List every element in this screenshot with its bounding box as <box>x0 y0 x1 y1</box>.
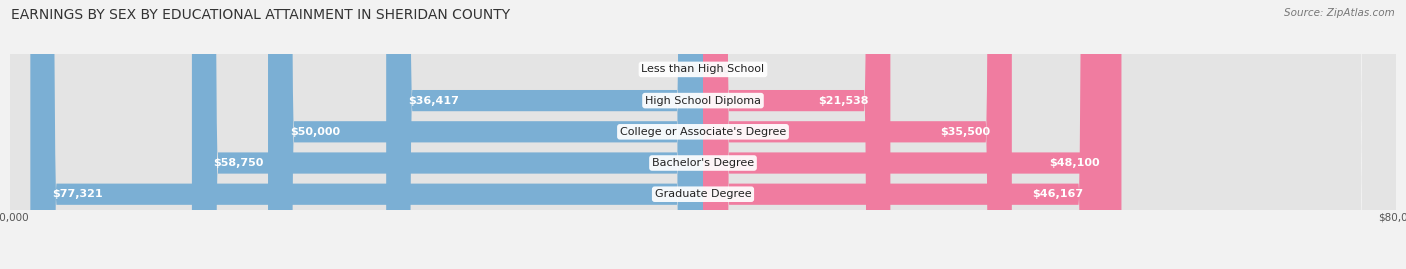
FancyBboxPatch shape <box>387 0 703 269</box>
FancyBboxPatch shape <box>10 0 1396 269</box>
FancyBboxPatch shape <box>10 0 1396 269</box>
Text: $50,000: $50,000 <box>290 127 340 137</box>
FancyBboxPatch shape <box>703 0 1012 269</box>
FancyBboxPatch shape <box>31 0 703 269</box>
Text: $77,321: $77,321 <box>52 189 103 199</box>
FancyBboxPatch shape <box>269 0 703 269</box>
FancyBboxPatch shape <box>703 0 890 269</box>
FancyBboxPatch shape <box>10 0 1396 269</box>
FancyBboxPatch shape <box>703 0 1105 269</box>
Text: $0: $0 <box>716 64 730 75</box>
Text: EARNINGS BY SEX BY EDUCATIONAL ATTAINMENT IN SHERIDAN COUNTY: EARNINGS BY SEX BY EDUCATIONAL ATTAINMEN… <box>11 8 510 22</box>
FancyBboxPatch shape <box>703 0 1122 269</box>
FancyBboxPatch shape <box>191 0 703 269</box>
Text: $21,538: $21,538 <box>818 95 869 106</box>
Text: $48,100: $48,100 <box>1049 158 1099 168</box>
Text: Graduate Degree: Graduate Degree <box>655 189 751 199</box>
Text: $36,417: $36,417 <box>408 95 458 106</box>
Text: $35,500: $35,500 <box>941 127 990 137</box>
FancyBboxPatch shape <box>10 0 1396 269</box>
Text: $58,750: $58,750 <box>214 158 264 168</box>
Text: $46,167: $46,167 <box>1032 189 1083 199</box>
FancyBboxPatch shape <box>10 0 1396 269</box>
Text: Less than High School: Less than High School <box>641 64 765 75</box>
Text: Bachelor's Degree: Bachelor's Degree <box>652 158 754 168</box>
Text: High School Diploma: High School Diploma <box>645 95 761 106</box>
Text: $0: $0 <box>676 64 690 75</box>
Text: Source: ZipAtlas.com: Source: ZipAtlas.com <box>1284 8 1395 18</box>
Text: College or Associate's Degree: College or Associate's Degree <box>620 127 786 137</box>
